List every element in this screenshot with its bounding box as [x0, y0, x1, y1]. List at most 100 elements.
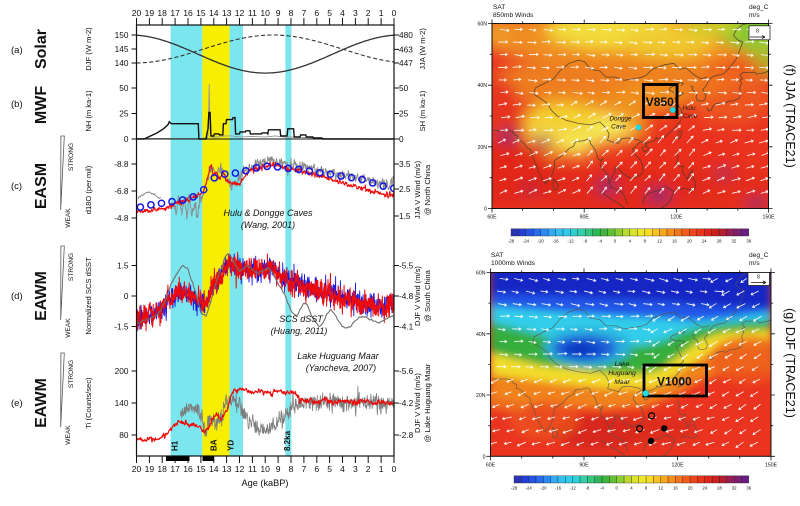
svg-text:0: 0	[616, 486, 619, 491]
svg-text:STRONG: STRONG	[68, 253, 75, 281]
svg-text:140: 140	[115, 398, 129, 408]
svg-text:-2.8: -2.8	[399, 430, 414, 440]
svg-text:-4: -4	[598, 239, 602, 244]
svg-text:13: 13	[222, 8, 232, 18]
svg-text:-4: -4	[600, 486, 604, 491]
svg-text:-6.8: -6.8	[114, 186, 129, 196]
svg-text:32: 32	[732, 239, 737, 244]
svg-text:14: 14	[209, 464, 219, 474]
svg-text:140: 140	[115, 58, 129, 68]
svg-text:7: 7	[302, 8, 307, 18]
svg-text:1.5: 1.5	[399, 211, 411, 221]
svg-text:DJF V Wind (m/s): DJF V Wind (m/s)	[413, 266, 422, 326]
svg-text:0: 0	[124, 134, 129, 144]
svg-text:28: 28	[717, 486, 722, 491]
svg-text:0: 0	[614, 239, 617, 244]
svg-text:-5.5: -5.5	[399, 261, 414, 271]
svg-text:24: 24	[702, 239, 707, 244]
svg-text:EAWM: EAWM	[33, 378, 50, 428]
svg-text:NH (m ka-1): NH (m ka-1)	[84, 90, 93, 132]
svg-text:4: 4	[340, 464, 345, 474]
svg-text:36: 36	[746, 239, 751, 244]
svg-text:V1000: V1000	[657, 375, 692, 389]
svg-text:60E: 60E	[486, 462, 496, 468]
svg-text:@ North China: @ North China	[423, 164, 432, 215]
svg-text:1: 1	[379, 8, 384, 18]
svg-text:5: 5	[327, 464, 332, 474]
svg-text:-24: -24	[526, 486, 533, 491]
svg-text:12: 12	[235, 464, 245, 474]
svg-text:2: 2	[366, 8, 371, 18]
svg-text:150E: 150E	[765, 462, 778, 468]
svg-text:9: 9	[276, 464, 281, 474]
svg-text:12: 12	[658, 486, 663, 491]
svg-text:(e): (e)	[11, 398, 23, 409]
svg-text:-24: -24	[523, 239, 530, 244]
svg-text:0: 0	[399, 134, 404, 144]
svg-text:18: 18	[157, 8, 167, 18]
svg-text:12: 12	[235, 8, 245, 18]
svg-text:SCS dSST: SCS dSST	[279, 314, 324, 324]
svg-text:20: 20	[687, 239, 692, 244]
svg-text:8: 8	[757, 275, 760, 281]
svg-text:20: 20	[688, 486, 693, 491]
svg-text:(Wang, 2001): (Wang, 2001)	[241, 220, 295, 230]
svg-text:Solar: Solar	[33, 29, 50, 69]
svg-text:15: 15	[196, 8, 206, 18]
svg-text:SAT: SAT	[491, 252, 503, 259]
svg-text:(f) JJA (TRACE21): (f) JJA (TRACE21)	[783, 64, 797, 168]
svg-text:YD: YD	[227, 440, 236, 451]
svg-text:8.2ka: 8.2ka	[283, 430, 292, 451]
svg-text:m/s: m/s	[749, 12, 760, 19]
svg-text:H1: H1	[171, 440, 180, 451]
svg-text:-8: -8	[585, 486, 589, 491]
svg-text:JJA V Wind (m/s): JJA V Wind (m/s)	[413, 160, 422, 219]
svg-text:0: 0	[484, 207, 487, 213]
svg-text:@ South China: @ South China	[423, 269, 432, 321]
svg-text:8: 8	[756, 29, 759, 35]
svg-text:-28: -28	[511, 486, 518, 491]
svg-text:2: 2	[366, 464, 371, 474]
svg-text:@ Lake Huguang Maar: @ Lake Huguang Maar	[423, 363, 432, 442]
svg-text:DJF V Wind (m/s): DJF V Wind (m/s)	[413, 373, 422, 433]
svg-text:90E: 90E	[579, 462, 589, 468]
svg-text:WEAK: WEAK	[65, 318, 72, 338]
svg-text:0: 0	[124, 291, 129, 301]
svg-text:4: 4	[340, 8, 345, 18]
svg-text:463: 463	[399, 44, 413, 54]
svg-text:1: 1	[379, 464, 384, 474]
svg-text:10: 10	[260, 8, 270, 18]
svg-text:MWF: MWF	[33, 86, 50, 124]
svg-text:Normalized SCS dSST: Normalized SCS dSST	[84, 257, 93, 335]
svg-text:16: 16	[672, 239, 677, 244]
svg-text:-8.8: -8.8	[114, 159, 129, 169]
svg-text:-16: -16	[555, 486, 562, 491]
svg-text:6: 6	[314, 8, 319, 18]
svg-text:2.5: 2.5	[399, 184, 411, 194]
svg-text:3: 3	[353, 464, 358, 474]
svg-text:7: 7	[302, 464, 307, 474]
svg-text:19: 19	[145, 8, 155, 18]
svg-text:(Yancheva, 2007): (Yancheva, 2007)	[306, 363, 376, 373]
svg-text:11: 11	[248, 464, 257, 474]
svg-text:6: 6	[314, 464, 319, 474]
svg-text:20: 20	[132, 8, 142, 18]
svg-text:8: 8	[289, 8, 294, 18]
svg-text:-20: -20	[540, 486, 547, 491]
svg-text:(c): (c)	[11, 181, 22, 192]
svg-text:14: 14	[209, 8, 219, 18]
svg-text:10: 10	[260, 464, 270, 474]
svg-text:STRONG: STRONG	[68, 143, 75, 171]
svg-text:17: 17	[170, 464, 180, 474]
svg-text:V850: V850	[646, 95, 674, 109]
svg-text:Dongge: Dongge	[609, 116, 632, 123]
svg-text:Hulu & Dongge Caves: Hulu & Dongge Caves	[223, 208, 313, 218]
svg-text:deg_C: deg_C	[749, 4, 769, 11]
svg-text:150E: 150E	[762, 215, 775, 221]
svg-text:4: 4	[629, 239, 632, 244]
svg-text:3.5: 3.5	[399, 159, 411, 169]
svg-text:SH (m ka-1): SH (m ka-1)	[418, 90, 427, 131]
svg-text:0: 0	[392, 8, 397, 18]
svg-text:-4.8: -4.8	[399, 291, 414, 301]
svg-text:SAT: SAT	[493, 4, 505, 11]
